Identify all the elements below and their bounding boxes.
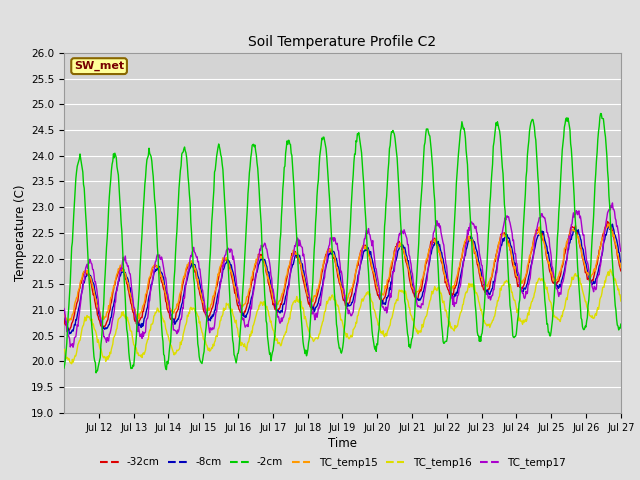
- Title: Soil Temperature Profile C2: Soil Temperature Profile C2: [248, 35, 436, 49]
- X-axis label: Time: Time: [328, 437, 357, 450]
- Y-axis label: Temperature (C): Temperature (C): [14, 184, 27, 281]
- Legend: -32cm, -8cm, -2cm, TC_temp15, TC_temp16, TC_temp17: -32cm, -8cm, -2cm, TC_temp15, TC_temp16,…: [96, 453, 570, 472]
- Text: SW_met: SW_met: [74, 61, 124, 71]
